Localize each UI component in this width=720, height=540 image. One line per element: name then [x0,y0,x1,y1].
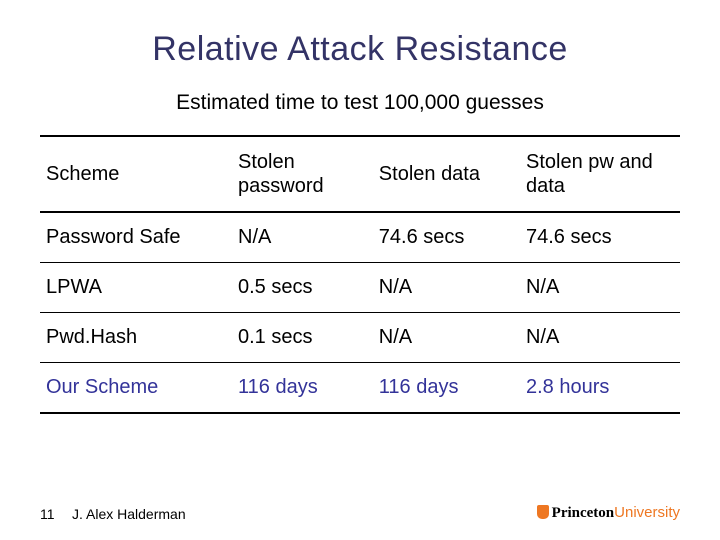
column-header: Scheme [40,136,232,212]
cell-value: N/A [520,313,680,363]
page-number: 11 [40,506,55,522]
cell-value: N/A [520,263,680,313]
brand-text-bold: Princeton [552,505,614,521]
shield-icon [537,505,549,519]
table-row: LPWA 0.5 secs N/A N/A [40,263,680,313]
cell-value: 0.1 secs [232,313,373,363]
brand-logo: PrincetonUniversity [537,504,680,522]
column-header: Stolen password [232,136,373,212]
author-name: J. Alex Halderman [72,506,186,522]
column-header: Stolen data [373,136,520,212]
table-header-row: Scheme Stolen password Stolen data Stole… [40,136,680,212]
comparison-table: Scheme Stolen password Stolen data Stole… [40,135,680,414]
slide-title: Relative Attack Resistance [40,30,680,69]
slide-subtitle: Estimated time to test 100,000 guesses [40,91,680,115]
cell-scheme: Our Scheme [40,363,232,414]
cell-scheme: Pwd.Hash [40,313,232,363]
cell-value: 0.5 secs [232,263,373,313]
slide: Relative Attack Resistance Estimated tim… [0,0,720,540]
table-row: Pwd.Hash 0.1 secs N/A N/A [40,313,680,363]
column-header: Stolen pw and data [520,136,680,212]
slide-footer: 11 J. Alex Halderman PrincetonUniversity [0,498,720,522]
cell-scheme: Password Safe [40,212,232,263]
cell-value: N/A [373,263,520,313]
cell-value: 2.8 hours [520,363,680,414]
cell-value: 74.6 secs [520,212,680,263]
cell-value: N/A [373,313,520,363]
table-row: Password Safe N/A 74.6 secs 74.6 secs [40,212,680,263]
cell-value: 116 days [373,363,520,414]
table-row-highlight: Our Scheme 116 days 116 days 2.8 hours [40,363,680,414]
cell-scheme: LPWA [40,263,232,313]
cell-value: 74.6 secs [373,212,520,263]
brand-text-light: University [614,504,680,521]
cell-value: 116 days [232,363,373,414]
cell-value: N/A [232,212,373,263]
